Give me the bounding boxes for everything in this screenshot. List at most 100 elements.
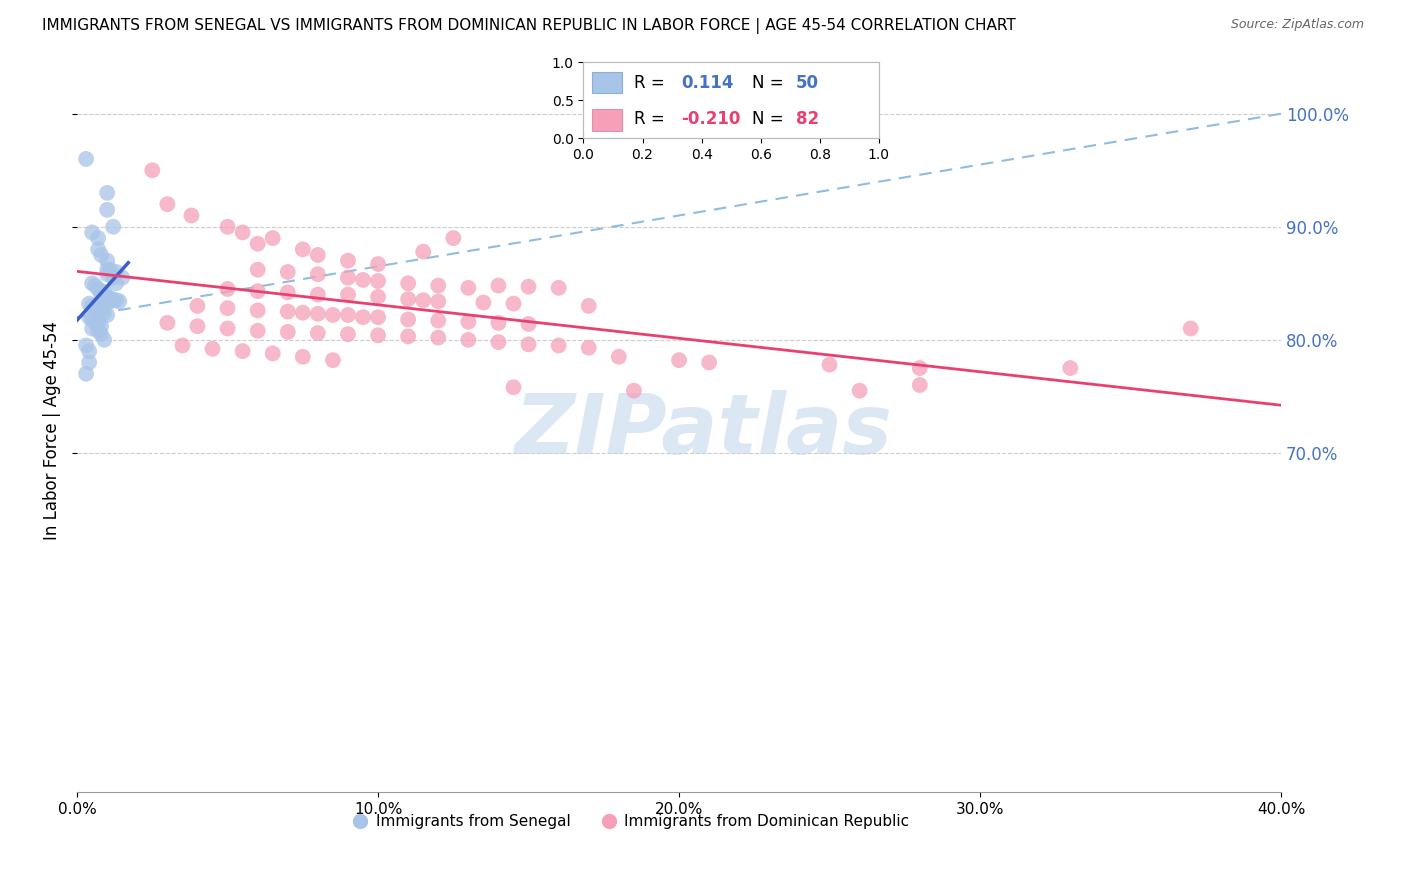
Immigrants from Dominican Republic (488, 278, 510, 293)
Immigrants from Dominican Republic (502, 296, 524, 310)
Immigrants from Dominican Republic (246, 284, 269, 298)
Immigrants from Dominican Republic (848, 384, 870, 398)
Immigrants from Senegal (84, 301, 107, 315)
Immigrants from Senegal (96, 308, 118, 322)
Immigrants from Dominican Republic (277, 304, 299, 318)
Immigrants from Dominican Republic (367, 328, 389, 343)
Immigrants from Senegal (77, 310, 100, 325)
Immigrants from Dominican Republic (367, 257, 389, 271)
Immigrants from Senegal (96, 290, 118, 304)
Immigrants from Dominican Republic (517, 317, 540, 331)
Immigrants from Dominican Republic (441, 231, 464, 245)
Immigrants from Dominican Republic (141, 163, 163, 178)
Immigrants from Senegal (82, 299, 104, 313)
Immigrants from Senegal (84, 316, 107, 330)
Immigrants from Senegal (77, 344, 100, 359)
Immigrants from Senegal (96, 202, 118, 217)
Text: N =: N = (752, 74, 783, 92)
Immigrants from Senegal (93, 290, 115, 304)
Immigrants from Dominican Republic (488, 334, 510, 349)
Immigrants from Dominican Republic (396, 329, 419, 343)
Immigrants from Dominican Republic (697, 355, 720, 369)
Immigrants from Dominican Republic (307, 326, 329, 340)
Immigrants from Dominican Republic (1180, 321, 1202, 335)
Text: -0.210: -0.210 (681, 111, 741, 128)
Immigrants from Dominican Republic (291, 350, 314, 364)
Immigrants from Dominican Republic (517, 279, 540, 293)
Immigrants from Dominican Republic (457, 333, 479, 347)
Text: 0.114: 0.114 (681, 74, 734, 92)
Immigrants from Senegal (103, 219, 125, 234)
Immigrants from Dominican Republic (352, 273, 374, 287)
Immigrants from Dominican Republic (246, 303, 269, 318)
Immigrants from Senegal (90, 284, 112, 298)
Immigrants from Senegal (96, 267, 118, 281)
Immigrants from Dominican Republic (336, 308, 359, 322)
Immigrants from Senegal (98, 291, 121, 305)
Immigrants from Dominican Republic (457, 315, 479, 329)
Immigrants from Senegal (87, 324, 110, 338)
Immigrants from Dominican Republic (517, 337, 540, 351)
Immigrants from Senegal (96, 186, 118, 200)
Immigrants from Dominican Republic (396, 292, 419, 306)
Immigrants from Dominican Republic (547, 338, 569, 352)
Immigrants from Dominican Republic (217, 282, 239, 296)
Immigrants from Senegal (96, 262, 118, 277)
Immigrants from Senegal (90, 303, 112, 318)
Immigrants from Dominican Republic (186, 319, 208, 334)
Immigrants from Dominican Republic (322, 308, 344, 322)
Immigrants from Dominican Republic (336, 327, 359, 342)
Text: N =: N = (752, 111, 783, 128)
Immigrants from Senegal (108, 294, 131, 309)
Immigrants from Dominican Republic (180, 209, 202, 223)
Immigrants from Dominican Republic (186, 299, 208, 313)
Immigrants from Senegal (87, 231, 110, 245)
Immigrants from Dominican Republic (623, 384, 645, 398)
Immigrants from Dominican Republic (291, 306, 314, 320)
Immigrants from Senegal (103, 270, 125, 285)
Immigrants from Senegal (93, 285, 115, 300)
Immigrants from Senegal (75, 338, 97, 352)
Immigrants from Senegal (98, 262, 121, 277)
Immigrants from Dominican Republic (232, 344, 254, 359)
Immigrants from Dominican Republic (427, 294, 450, 309)
Immigrants from Dominican Republic (217, 219, 239, 234)
Immigrants from Dominican Republic (1059, 361, 1081, 376)
Immigrants from Dominican Republic (336, 270, 359, 285)
Immigrants from Dominican Republic (172, 338, 194, 352)
Immigrants from Dominican Republic (322, 353, 344, 368)
Immigrants from Dominican Republic (668, 353, 690, 368)
Immigrants from Dominican Republic (412, 244, 434, 259)
Immigrants from Dominican Republic (427, 278, 450, 293)
Immigrants from Dominican Republic (908, 361, 931, 376)
Immigrants from Dominican Republic (291, 243, 314, 257)
Immigrants from Dominican Republic (367, 310, 389, 325)
Immigrants from Senegal (75, 367, 97, 381)
Immigrants from Senegal (87, 316, 110, 330)
Immigrants from Dominican Republic (232, 226, 254, 240)
Immigrants from Dominican Republic (367, 274, 389, 288)
Immigrants from Senegal (105, 277, 128, 291)
Immigrants from Senegal (82, 277, 104, 291)
Immigrants from Senegal (82, 226, 104, 240)
Immigrants from Dominican Republic (412, 293, 434, 308)
Immigrants from Dominican Republic (488, 316, 510, 330)
Immigrants from Senegal (90, 319, 112, 334)
Immigrants from Senegal (87, 243, 110, 257)
Immigrants from Dominican Republic (396, 312, 419, 326)
Immigrants from Senegal (96, 293, 118, 308)
Immigrants from Dominican Republic (502, 380, 524, 394)
Immigrants from Dominican Republic (818, 358, 841, 372)
Immigrants from Senegal (75, 152, 97, 166)
Text: ZIPatlas: ZIPatlas (515, 390, 891, 471)
Immigrants from Dominican Republic (156, 316, 179, 330)
Immigrants from Dominican Republic (427, 313, 450, 327)
Immigrants from Dominican Republic (277, 325, 299, 339)
Immigrants from Dominican Republic (607, 350, 630, 364)
Immigrants from Dominican Republic (307, 248, 329, 262)
Immigrants from Dominican Republic (336, 287, 359, 301)
Immigrants from Dominican Republic (156, 197, 179, 211)
Text: IMMIGRANTS FROM SENEGAL VS IMMIGRANTS FROM DOMINICAN REPUBLIC IN LABOR FORCE | A: IMMIGRANTS FROM SENEGAL VS IMMIGRANTS FR… (42, 18, 1017, 34)
Bar (592, 71, 621, 93)
Immigrants from Senegal (84, 278, 107, 293)
